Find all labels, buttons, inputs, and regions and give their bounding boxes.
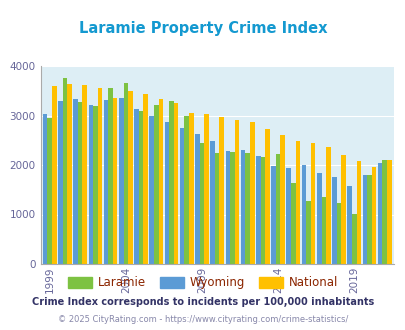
Bar <box>260 157 264 264</box>
Bar <box>128 91 132 264</box>
Bar <box>88 105 93 264</box>
Text: Crime Index corresponds to incidents per 100,000 inhabitants: Crime Index corresponds to incidents per… <box>32 297 373 307</box>
Bar <box>219 117 224 264</box>
Bar <box>230 152 234 264</box>
Bar <box>169 101 173 264</box>
Bar <box>52 86 56 264</box>
Bar <box>173 103 178 264</box>
Bar <box>98 88 102 264</box>
Bar <box>199 143 204 264</box>
Bar <box>240 150 245 264</box>
Bar <box>204 114 208 264</box>
Bar <box>58 101 62 264</box>
Bar <box>245 153 249 264</box>
Bar <box>78 102 82 264</box>
Bar <box>249 122 254 264</box>
Bar <box>351 214 356 264</box>
Bar <box>301 166 305 264</box>
Bar <box>347 186 351 264</box>
Bar <box>158 99 163 264</box>
Text: © 2025 CityRating.com - https://www.cityrating.com/crime-statistics/: © 2025 CityRating.com - https://www.city… <box>58 315 347 324</box>
Bar <box>104 100 108 264</box>
Bar <box>164 122 169 264</box>
Bar <box>382 160 386 264</box>
Legend: Laramie, Wyoming, National: Laramie, Wyoming, National <box>63 272 342 294</box>
Bar <box>341 155 345 264</box>
Bar <box>153 105 158 264</box>
Bar <box>149 115 153 264</box>
Bar <box>225 150 230 264</box>
Bar <box>143 94 147 264</box>
Bar <box>82 85 87 264</box>
Bar <box>119 98 123 264</box>
Bar <box>73 99 78 264</box>
Bar <box>214 153 219 264</box>
Bar <box>93 106 98 264</box>
Bar <box>377 162 382 264</box>
Bar <box>62 78 67 264</box>
Bar <box>179 128 184 264</box>
Bar <box>271 166 275 264</box>
Bar <box>184 115 189 264</box>
Bar <box>189 113 193 264</box>
Bar <box>280 135 284 264</box>
Bar <box>290 183 295 264</box>
Bar <box>366 175 371 264</box>
Bar <box>234 120 239 264</box>
Bar <box>108 88 113 264</box>
Bar <box>336 203 341 264</box>
Bar <box>295 141 299 264</box>
Bar <box>210 141 214 264</box>
Bar <box>67 84 72 264</box>
Bar <box>371 168 375 264</box>
Bar <box>386 160 390 264</box>
Bar <box>256 156 260 264</box>
Bar <box>310 143 315 264</box>
Bar <box>305 201 310 264</box>
Bar <box>316 173 321 264</box>
Bar <box>286 168 290 264</box>
Bar <box>325 147 330 264</box>
Bar <box>123 83 128 264</box>
Bar <box>139 111 143 264</box>
Text: Laramie Property Crime Index: Laramie Property Crime Index <box>79 21 326 36</box>
Bar <box>321 197 325 264</box>
Bar <box>275 154 280 264</box>
Bar <box>356 161 360 264</box>
Bar <box>43 114 47 264</box>
Bar <box>134 109 139 264</box>
Bar <box>331 177 336 264</box>
Bar <box>195 134 199 264</box>
Bar <box>362 175 366 264</box>
Bar <box>113 98 117 264</box>
Bar <box>47 118 52 264</box>
Bar <box>264 129 269 264</box>
